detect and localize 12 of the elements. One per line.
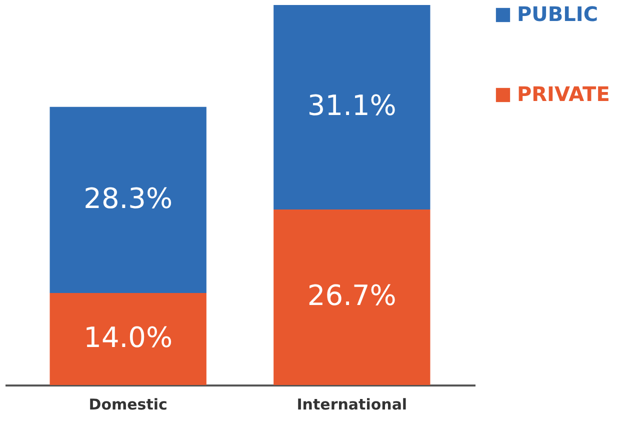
bar <box>274 209 430 385</box>
bar <box>50 292 206 385</box>
x-tick-label: Domestic <box>88 396 168 414</box>
data-label: 28.3% <box>84 182 173 215</box>
data-label: 26.7% <box>307 279 396 312</box>
legend-label: PUBLIC <box>517 2 598 26</box>
x-tick-label: International <box>296 396 408 414</box>
bar <box>274 5 430 210</box>
legend-label: PRIVATE <box>517 82 610 106</box>
bar <box>50 106 206 293</box>
data-label: 31.1% <box>307 89 396 122</box>
data-label: 14.0% <box>84 320 173 354</box>
